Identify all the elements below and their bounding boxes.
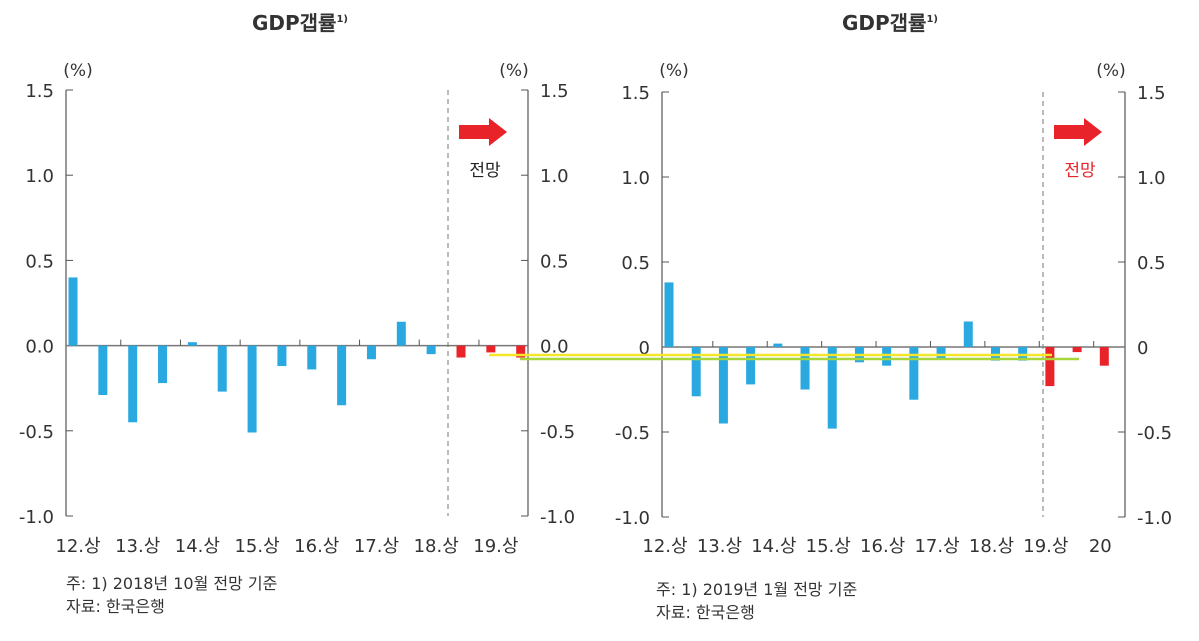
x-tick-label: 17.상 <box>354 536 399 557</box>
x-tick-label: 14.상 <box>751 536 796 557</box>
forecast-label: 전망 <box>1064 161 1096 181</box>
y-tick-label-right: 1.5 <box>1137 83 1166 104</box>
forecast-arrow-icon <box>459 118 507 146</box>
x-tick-label: 19.상 <box>1023 536 1068 557</box>
y-tick-label-left: -0.5 <box>19 422 54 443</box>
y-tick-label-right: 1.5 <box>540 81 569 102</box>
footnote: 주: 1) 2018년 10월 전망 기준 <box>66 574 277 593</box>
x-tick-label: 16.상 <box>294 536 339 557</box>
bar-11 <box>936 347 946 359</box>
x-tick-label: 18.상 <box>414 536 459 557</box>
y-tick-label-right: 0.5 <box>540 251 569 272</box>
y-tick-label-right: 1.0 <box>1137 168 1166 189</box>
source-note: 자료: 한국은행 <box>66 597 165 616</box>
chart-title: GDP갭률1) <box>842 11 938 35</box>
bar-1 <box>68 277 78 346</box>
x-tick-label: 15.상 <box>234 536 279 557</box>
y-tick-label-right: -0.5 <box>540 422 575 443</box>
bar-9 <box>882 347 892 366</box>
x-tick-label: 20 <box>1089 536 1112 557</box>
bar-13 <box>426 345 436 355</box>
y-tick-label-left: -0.5 <box>615 423 650 444</box>
y-tick-label-right: 0 <box>1137 338 1148 359</box>
y-tick-label-left: -1.0 <box>19 507 54 528</box>
bar-4 <box>158 345 168 384</box>
title-text: GDP갭률 <box>252 11 336 35</box>
bar-17 <box>1099 347 1109 366</box>
bar-6 <box>800 347 810 390</box>
bar-16 <box>1072 347 1082 353</box>
x-tick-label: 14.상 <box>175 536 220 557</box>
bar-7 <box>827 347 837 429</box>
y-tick-label-left: 0.0 <box>25 337 54 358</box>
chart-title: GDP갭률1) <box>252 11 348 35</box>
y-tick-label-left: 1.5 <box>25 81 54 102</box>
bar-8 <box>277 345 287 367</box>
bar-12 <box>963 321 973 347</box>
y-tick-label-left: 0 <box>639 338 650 359</box>
y-unit-left: (%) <box>63 61 92 81</box>
y-tick-label-right: 0.0 <box>540 337 569 358</box>
y-unit-right: (%) <box>1096 61 1125 81</box>
x-tick-label: 12.상 <box>642 536 687 557</box>
forecast-label: 전망 <box>469 161 501 181</box>
bar-2 <box>691 347 701 397</box>
y-tick-label-right: -1.0 <box>1137 508 1172 529</box>
bar-3 <box>128 345 138 423</box>
y-tick-label-left: 1.5 <box>621 83 650 104</box>
chart-2: GDP갭률1) (%) (%) 1.5 1.5 1.0 1.0 0.5 0.5 0 0 -0.5 -0.… <box>615 11 1172 622</box>
bar-15 <box>486 345 496 353</box>
y-tick-label-left: 0.5 <box>621 253 650 274</box>
bar-10 <box>909 347 919 400</box>
title-footnote-marker: 1) <box>926 14 938 25</box>
y-unit-left: (%) <box>659 61 688 81</box>
y-tick-label-left: -1.0 <box>615 508 650 529</box>
x-tick-label: 17.상 <box>914 536 959 557</box>
bar-12 <box>396 321 406 346</box>
x-tick-label: 18.상 <box>969 536 1014 557</box>
bar-15 <box>1045 347 1055 387</box>
bar-6 <box>217 345 227 392</box>
bar-4 <box>746 347 756 385</box>
x-tick-label: 19.상 <box>473 536 518 557</box>
bar-9 <box>307 345 317 370</box>
y-tick-label-right: 0.5 <box>1137 253 1166 274</box>
bar-14 <box>456 345 466 358</box>
title-footnote-marker: 1) <box>336 14 348 25</box>
x-tick-label: 16.상 <box>860 536 905 557</box>
chart-1: GDP갭률1) (%) (%) 1.5 1.5 1.0 1.0 0.5 0.5 0.0 0.0 -0.… <box>19 11 575 616</box>
x-tick-label: 12.상 <box>55 536 100 557</box>
x-tick-label: 13.상 <box>697 536 742 557</box>
x-tick-label: 13.상 <box>115 536 160 557</box>
bar-10 <box>337 345 347 406</box>
y-tick-label-left: 1.0 <box>621 168 650 189</box>
bar-11 <box>366 345 376 360</box>
bar-5 <box>773 343 783 347</box>
y-tick-label-right: -1.0 <box>540 507 575 528</box>
y-tick-label-left: 1.0 <box>25 166 54 187</box>
bar-16 <box>516 345 526 358</box>
x-tick-label: 15.상 <box>806 536 851 557</box>
bar-5 <box>187 342 197 346</box>
title-text: GDP갭률 <box>842 11 926 35</box>
bar-2 <box>98 345 108 396</box>
footnote: 주: 1) 2019년 1월 전망 기준 <box>656 580 857 599</box>
source-note: 자료: 한국은행 <box>656 603 755 622</box>
forecast-arrow-icon <box>1054 118 1102 146</box>
y-tick-label-right: -0.5 <box>1137 423 1172 444</box>
bar-7 <box>247 345 257 433</box>
y-tick-label-right: 1.0 <box>540 166 569 187</box>
bar-3 <box>718 347 728 424</box>
y-unit-right: (%) <box>499 61 528 81</box>
y-tick-label-left: 0.5 <box>25 251 54 272</box>
bar-1 <box>664 282 674 347</box>
